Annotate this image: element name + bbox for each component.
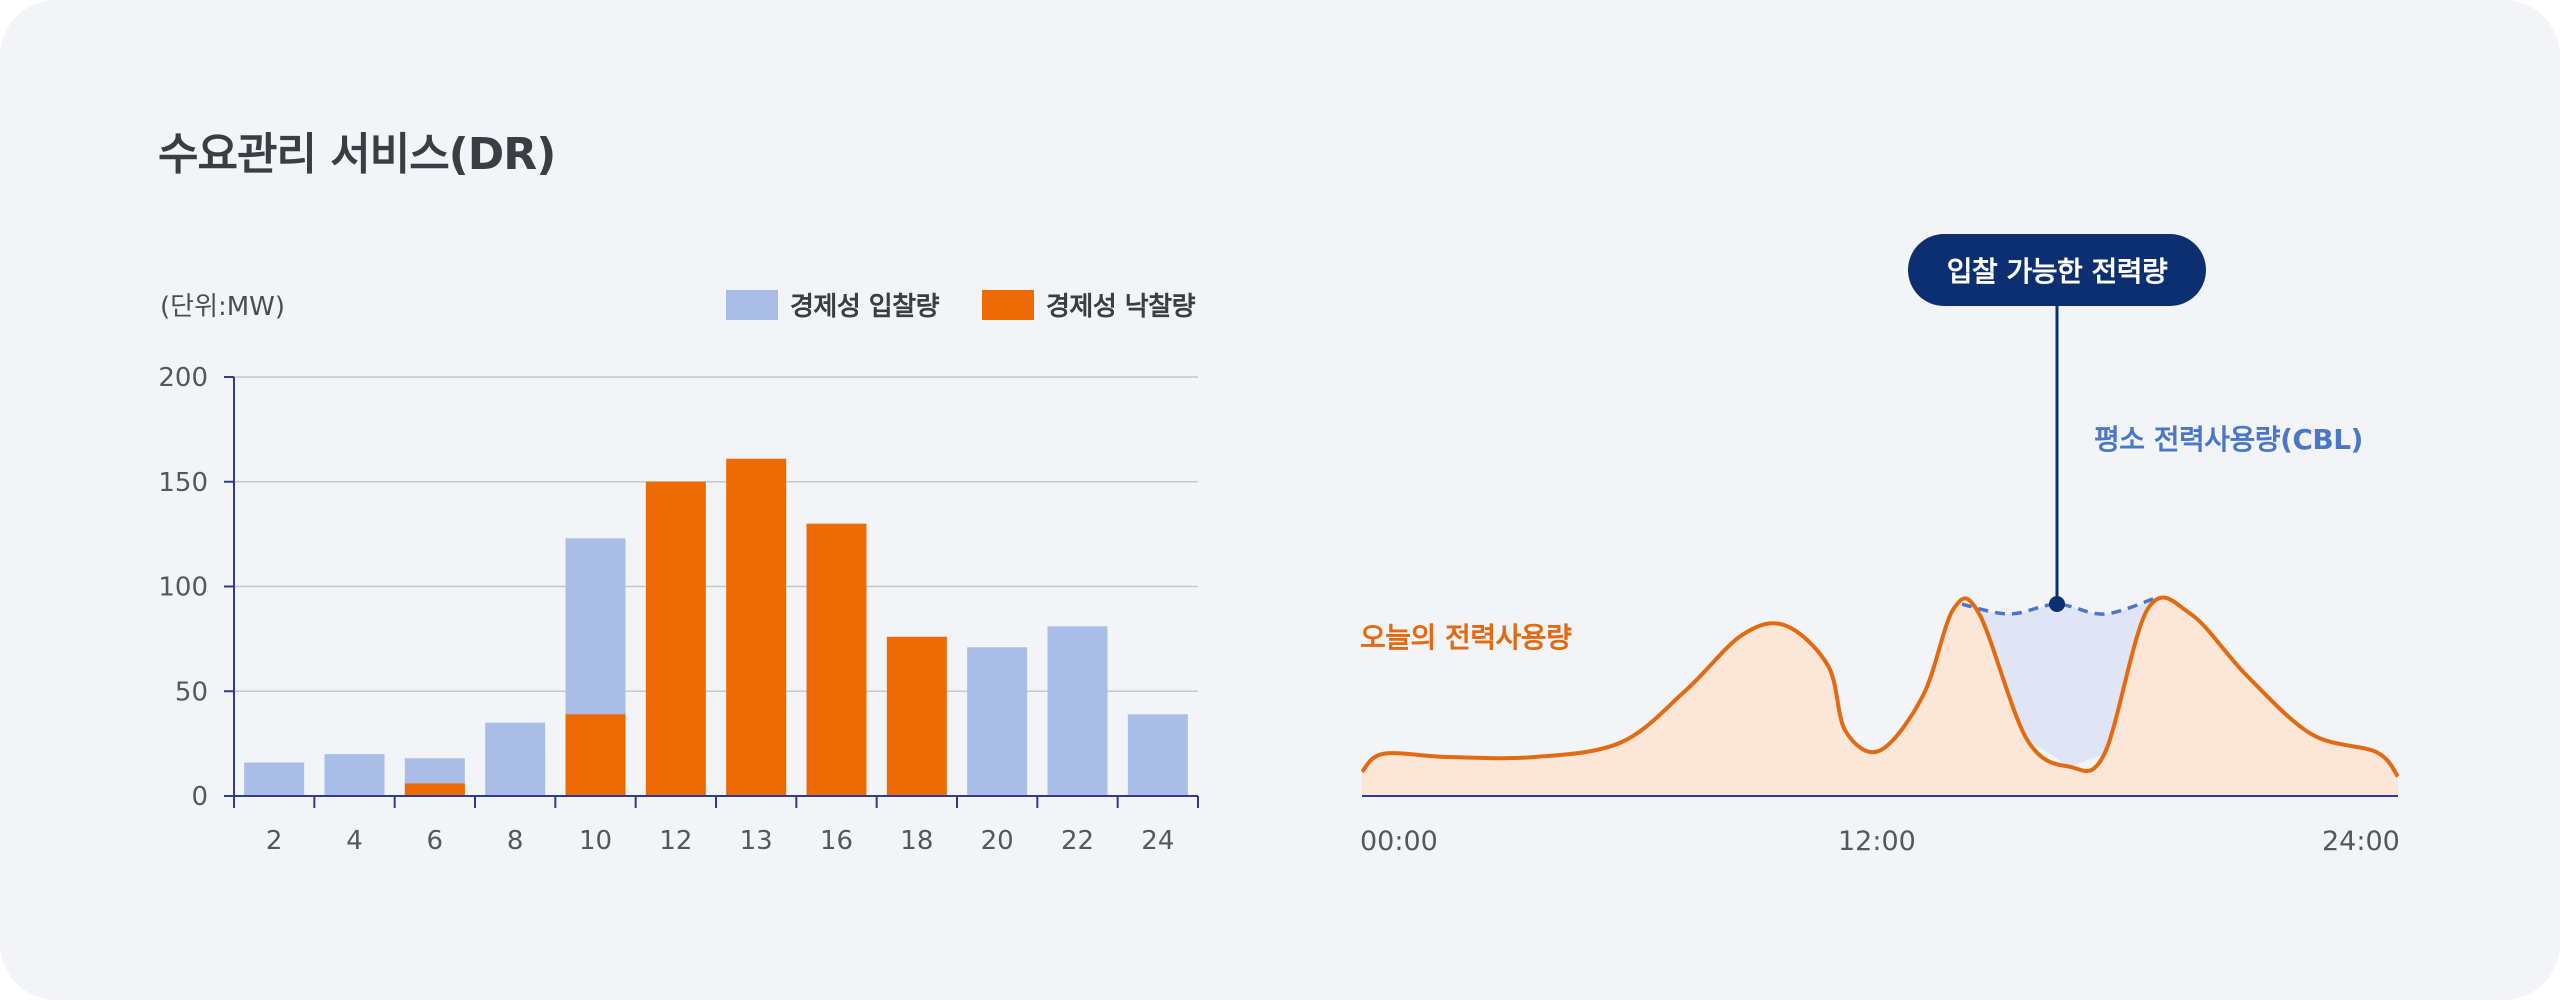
bar-bid [1047,626,1108,796]
x-tick-label: 16 [820,826,853,856]
x-tick-label: 13 [740,826,773,856]
legend-label-award: 경제성 낙찰량 [1046,292,1196,322]
x-tick-label: 20 [981,826,1014,856]
y-tick-label: 200 [158,363,208,393]
bar-award [806,523,867,796]
x-tick-label: 00:00 [1360,826,1438,857]
available-power-callout: 입찰 가능한 전력량 [1908,234,2206,306]
y-tick-label: 100 [158,573,208,603]
y-tick-label: 150 [158,468,208,498]
today-usage-area [1362,597,2398,796]
bar-award [645,481,706,796]
bar-award [886,636,947,796]
today-usage-label: 오늘의 전력사용량 [1360,621,1572,654]
today-usage-line [1360,595,2400,778]
bar-bid [324,754,385,796]
legend-item-award: 경제성 낙찰량 [982,286,1196,323]
x-tick-label: 12 [659,826,692,856]
unit-label: (단위:MW) [160,292,286,322]
bar-bid [244,762,305,796]
bar-bid [967,647,1028,796]
legend-swatch-award [982,289,1034,320]
callout-marker [2049,596,2065,612]
x-tick-label: 10 [579,826,612,856]
y-tick-label: 0 [191,782,208,812]
x-tick-label: 24 [1141,826,1174,856]
x-tick-label: 24:00 [2322,826,2400,857]
page-title: 수요관리 서비스(DR) [158,129,556,180]
x-tick-label: 8 [507,826,524,856]
legend-item-bid: 경제성 입찰량 [726,286,940,323]
x-tick-label: 18 [900,826,933,856]
bar-award [726,458,787,796]
cbl-line [1961,596,2157,616]
bar-award [404,783,465,796]
bar-bid [485,722,546,796]
legend-swatch-bid [726,289,778,320]
cbl-label: 평소 전력사용량(CBL) [2094,423,2363,456]
x-tick-label: 6 [427,826,444,856]
x-tick-label: 22 [1061,826,1094,856]
bar-bid [1127,714,1188,796]
x-tick-label: 4 [346,826,363,856]
y-tick-label: 50 [175,677,208,707]
available-power-area [1953,597,2157,767]
bar-award [565,714,626,796]
legend-label-bid: 경제성 입찰량 [790,292,940,322]
x-tick-label: 12:00 [1838,826,1916,857]
x-tick-label: 2 [266,826,283,856]
